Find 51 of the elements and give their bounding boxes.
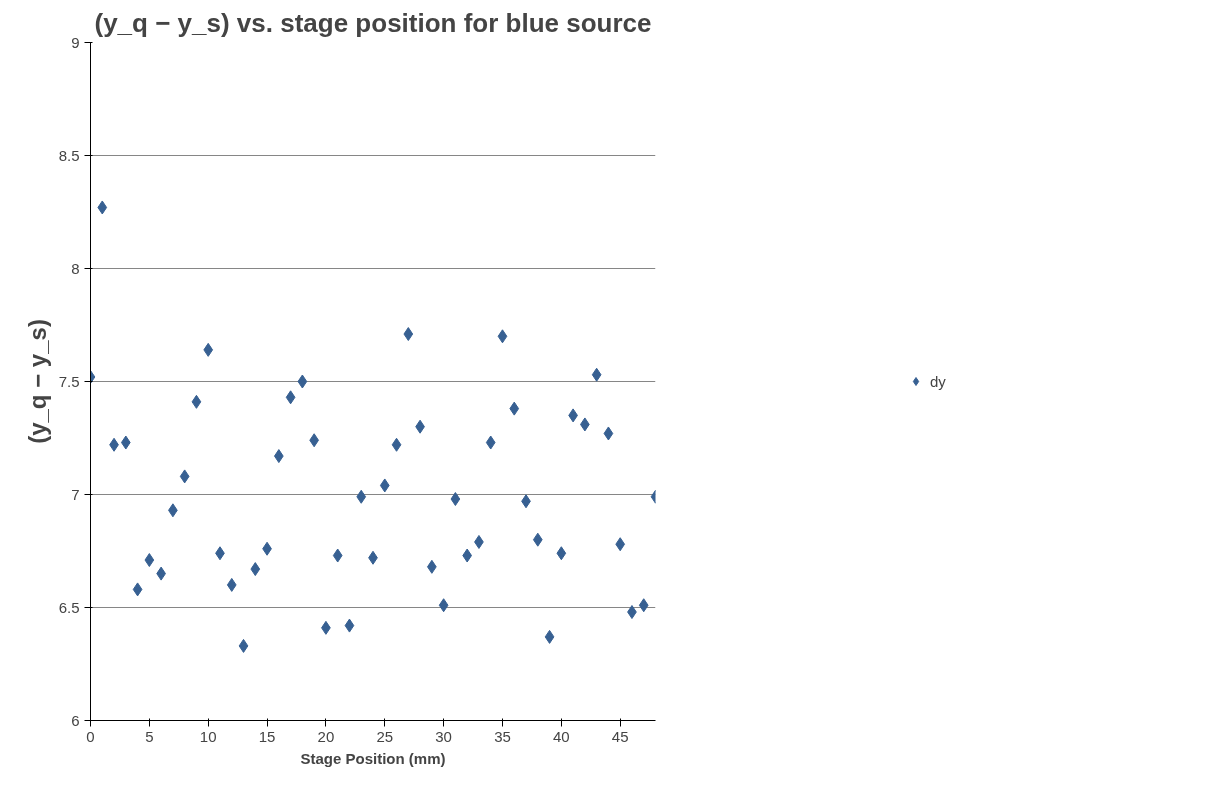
x-tick-label: 35 (494, 727, 511, 745)
y-tick-label: 7.5 (58, 372, 80, 390)
y-tick-label: 9 (71, 33, 80, 51)
x-axis-title: Stage Position (mm) (300, 749, 446, 767)
point (238, 638, 249, 653)
x-tick-label: 10 (199, 727, 217, 745)
point (509, 401, 520, 416)
point (615, 537, 626, 552)
y-tick-label: 6.5 (58, 598, 80, 616)
point (191, 394, 202, 409)
point (485, 435, 496, 450)
point (403, 327, 414, 342)
y-tick-label: 8.5 (58, 146, 80, 164)
y-tick-label: 7 (71, 485, 80, 503)
x-tick-label: 25 (376, 727, 394, 745)
point (179, 469, 190, 484)
point (603, 426, 614, 441)
chart-title: (y_q − y_s) vs. stage position for blue source (94, 7, 652, 38)
point (356, 489, 367, 504)
y-tick-label: 6 (71, 711, 80, 729)
point (226, 577, 237, 592)
point (391, 437, 402, 452)
x-tick-label: 5 (145, 727, 154, 745)
x-tick-label: 20 (317, 727, 335, 745)
point (97, 200, 108, 215)
point (556, 546, 567, 561)
x-tick-label: 30 (435, 727, 452, 745)
point (497, 329, 508, 344)
point (250, 562, 261, 577)
x-tick-label: 40 (552, 727, 570, 745)
y-axis-title: (y_q − y_s) (23, 319, 51, 444)
point (591, 367, 602, 382)
point (332, 548, 343, 563)
point (450, 492, 461, 507)
point (132, 582, 143, 597)
point (438, 598, 449, 613)
point (344, 618, 355, 633)
point (638, 598, 649, 613)
x-tick-label: 15 (258, 727, 276, 745)
point (532, 532, 543, 547)
point (120, 435, 131, 450)
point (544, 629, 555, 644)
x-tick-label: 45 (611, 727, 629, 745)
point (297, 374, 308, 389)
legend-label: dy (930, 372, 947, 390)
point (144, 553, 155, 568)
point (379, 478, 390, 493)
x-tick-label: 0 (86, 727, 95, 745)
y-tick-label: 8 (71, 259, 80, 277)
point (203, 342, 214, 357)
point (285, 390, 296, 405)
